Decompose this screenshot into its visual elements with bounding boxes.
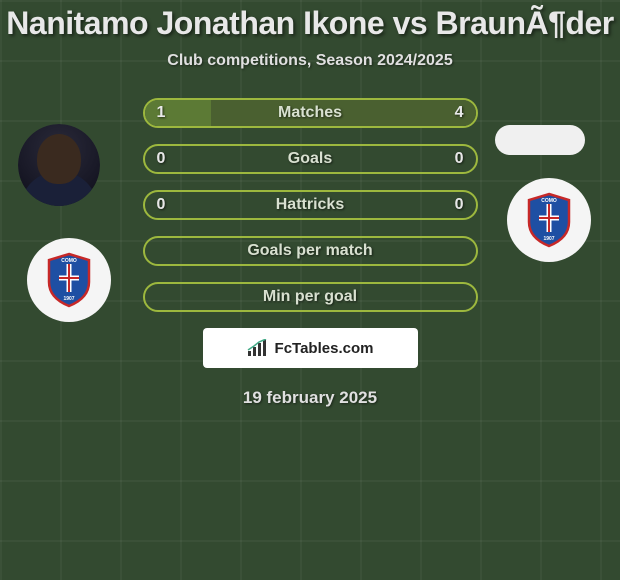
stats-container: 1Matches40Goals00Hattricks0Goals per mat… [143,98,478,312]
stat-value-right: 0 [455,196,464,214]
shield-icon: COMO 1907 [525,192,573,248]
stat-label: Matches [145,104,476,122]
watermark: FcTables.com [203,328,418,368]
stat-value-right: 4 [455,104,464,122]
stat-row: Goals per match [143,236,478,266]
shield-icon: COMO 1907 [45,252,93,308]
svg-text:1907: 1907 [63,296,74,302]
watermark-text: FcTables.com [275,340,374,357]
stat-label: Goals [145,150,476,168]
comparison-card: Nanitamo Jonathan Ikone vs BraunÃ¶der Cl… [0,0,620,580]
chart-icon [247,339,269,357]
club-badge-right: COMO 1907 [507,178,591,262]
stat-label: Hattricks [145,196,476,214]
date: 19 february 2025 [0,388,620,408]
stat-row: 0Hattricks0 [143,190,478,220]
stat-row: 1Matches4 [143,98,478,128]
stat-row: 0Goals0 [143,144,478,174]
subtitle: Club competitions, Season 2024/2025 [0,52,620,70]
player-photo-left [18,124,100,206]
stat-label: Min per goal [145,288,476,306]
stat-value-right: 0 [455,150,464,168]
svg-text:COMO: COMO [61,258,77,264]
club-badge-left: COMO 1907 [27,238,111,322]
stat-row: Min per goal [143,282,478,312]
player-photo-right-placeholder [495,125,585,155]
page-title: Nanitamo Jonathan Ikone vs BraunÃ¶der [0,5,620,42]
svg-text:COMO: COMO [541,198,557,204]
stat-label: Goals per match [145,242,476,260]
svg-text:1907: 1907 [543,236,554,242]
